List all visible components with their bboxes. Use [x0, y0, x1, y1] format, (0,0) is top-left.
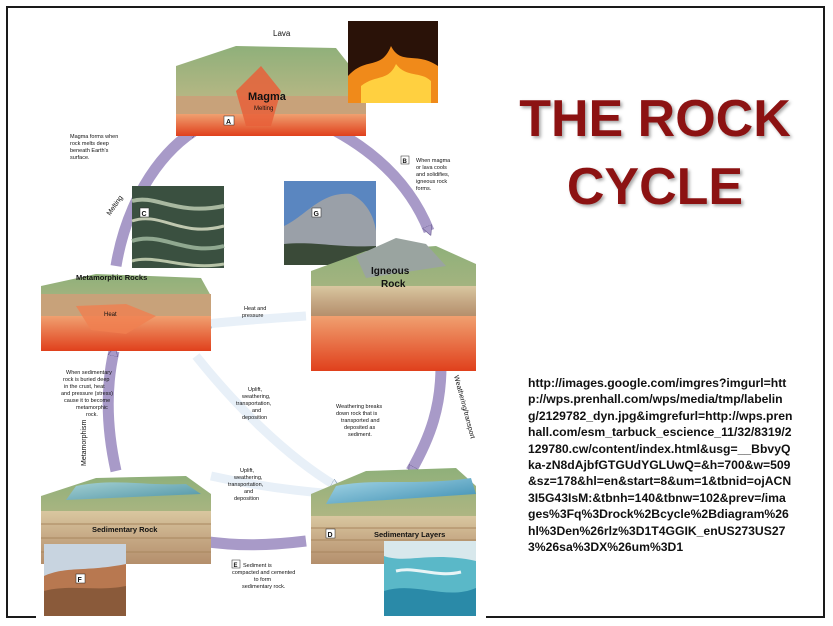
- letter-d: D: [328, 532, 333, 539]
- shore-photo: [384, 541, 476, 616]
- note-weathering-4: deposited as: [344, 425, 375, 431]
- note-heat-pressure-2: pressure: [242, 313, 263, 319]
- note-uplift-1b: weathering,: [241, 394, 271, 400]
- slide-title: THE ROCK CYCLE: [490, 85, 820, 221]
- note-when-magma-5: forms.: [416, 186, 432, 192]
- note-weathering-5: sediment.: [348, 432, 372, 438]
- letter-f: F: [78, 577, 83, 584]
- note-sediment-1: Sediment is: [243, 563, 272, 569]
- note-weathering-1: Weathering breaks: [336, 404, 382, 410]
- igneous-block: [311, 238, 476, 371]
- metamorphic-label: Metamorphic Rocks: [76, 273, 147, 282]
- metamorphism-arrow-label: Metamorphism: [81, 420, 88, 466]
- note-when-sed-5: cause it to become: [64, 398, 110, 404]
- letter-c: C: [142, 211, 147, 218]
- metamorphic-block: [41, 274, 211, 351]
- letter-e: E: [234, 563, 238, 569]
- lava-label: Lava: [273, 29, 291, 38]
- metamorphism-arrow: [102, 351, 122, 473]
- note-uplift-2c: transportation,: [228, 482, 264, 488]
- source-url: http://images.google.com/imgres?imgurl=h…: [528, 376, 793, 555]
- note-sediment-3: to form: [254, 577, 272, 583]
- magma-block: [176, 21, 438, 136]
- igneous-label-1: Igneous: [371, 266, 410, 277]
- note-sediment-4: sedimentary rock.: [242, 584, 286, 590]
- note-weathering-2: down rock that is: [336, 411, 378, 417]
- note-uplift-2e: deposition: [234, 496, 259, 502]
- rock-cycle-diagram: Magma Melting Lava A Magma forms when ro…: [36, 16, 486, 618]
- note-when-magma-1: When magma: [416, 158, 451, 164]
- note-uplift-1e: deposition: [242, 415, 267, 421]
- letter-g: G: [314, 211, 320, 218]
- note-uplift-1d: and: [252, 408, 261, 414]
- note-when-sed-2: rock is buried deep: [63, 377, 109, 383]
- title-line-1: THE ROCK: [519, 90, 791, 148]
- melting-small-label: Melting: [254, 106, 273, 112]
- uplift-arrow-1: [192, 353, 336, 490]
- note-uplift-2d: and: [244, 489, 253, 495]
- note-when-sed-6: metamorphic: [76, 405, 108, 411]
- note-when-sed-7: rock.: [86, 412, 98, 418]
- note-magma-forms-4: surface.: [70, 155, 90, 161]
- sedimentary-rock-label: Sedimentary Rock: [92, 525, 158, 534]
- note-when-magma-2: or lava cools: [416, 165, 447, 171]
- note-when-sed-1: When sedimentary: [66, 370, 112, 376]
- igneous-label-2: Rock: [381, 279, 406, 290]
- magma-label: Magma: [248, 91, 287, 103]
- letter-b: B: [403, 159, 408, 165]
- note-magma-forms-2: rock melts deep: [70, 141, 109, 147]
- note-when-magma-4: igneous rock: [416, 179, 447, 185]
- melting-arrow: [110, 126, 194, 267]
- title-line-2: CYCLE: [566, 158, 744, 216]
- igneous-photo: [284, 181, 376, 265]
- metamorphic-photo: [131, 186, 225, 268]
- note-magma-forms-1: Magma forms when: [70, 134, 118, 140]
- note-uplift-2a: Uplift,: [240, 468, 255, 474]
- note-when-sed-3: in the crust, heat: [64, 384, 105, 390]
- sedimentary-layers-label: Sedimentary Layers: [374, 530, 445, 539]
- note-weathering-3: transported and: [341, 418, 380, 424]
- heat-pressure-arrow: [206, 311, 307, 324]
- note-magma-forms-3: beneath Earth's: [70, 148, 109, 154]
- weathering-arrow: [406, 365, 447, 471]
- note-uplift-1a: Uplift,: [248, 387, 263, 393]
- note-heat-pressure-1: Heat and: [244, 306, 266, 312]
- compaction-arrow: [201, 535, 307, 551]
- heat-label: Heat: [104, 312, 117, 318]
- note-sediment-2: compacted and cemented: [232, 570, 295, 576]
- note-when-sed-4: and pressure (stress): [61, 391, 113, 397]
- note-uplift-1c: transportation,: [236, 401, 272, 407]
- note-when-magma-3: and solidifies,: [416, 172, 450, 178]
- canyon-photo: [44, 544, 126, 616]
- letter-a: A: [226, 119, 231, 126]
- note-uplift-2b: weathering,: [233, 475, 263, 481]
